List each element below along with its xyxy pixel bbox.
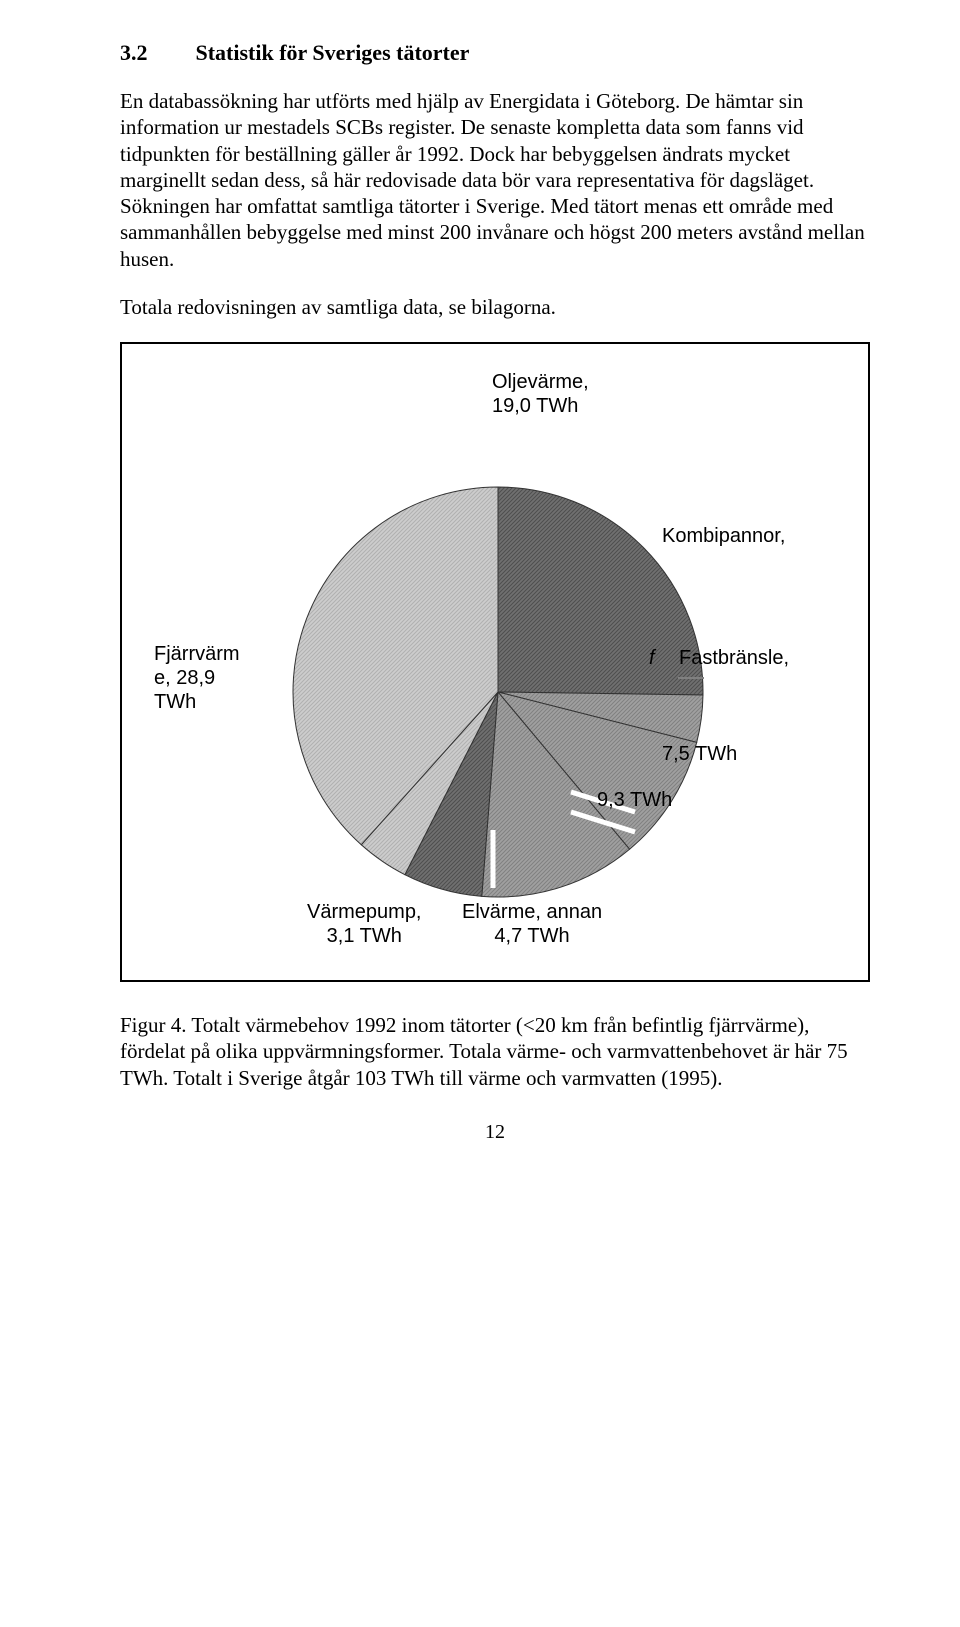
label-varmepump-line2: 3,1 TWh — [307, 924, 422, 948]
label-oljevarme-line2: 19,0 TWh — [492, 394, 589, 418]
label-oljevarme-line1: Oljevärme, — [492, 370, 589, 394]
section-heading: 3.2 Statistik för Sveriges tätorter — [120, 40, 870, 66]
label-fastbransle: Fastbränsle, — [679, 646, 789, 670]
label-fjarrvarme: Fjärrvärm e, 28,9 TWh — [154, 642, 240, 714]
label-elvarme-line1: Elvärme, annan — [462, 900, 602, 924]
label-varmepump: Värmepump, 3,1 TWh — [307, 900, 422, 948]
pie-chart-box: Oljevärme, 19,0 TWh Kombipannor, Fjärrvä… — [120, 342, 870, 982]
page: 3.2 Statistik för Sveriges tätorter En d… — [0, 0, 960, 1184]
pie-slices — [293, 487, 703, 897]
section-number: 3.2 — [120, 40, 190, 66]
label-elvarme-line2: 4,7 TWh — [462, 924, 602, 948]
figure-caption: Figur 4. Totalt värmebehov 1992 inom tät… — [120, 1012, 870, 1091]
label-7-5-twh: 7,5 TWh — [662, 742, 737, 766]
pie-chart-svg — [148, 372, 848, 972]
label-varmepump-line1: Värmepump, — [307, 900, 422, 924]
label-fastbransle-f: f — [649, 646, 655, 670]
label-fjarrvarme-line1: Fjärrvärm — [154, 642, 240, 666]
paragraph-1: En databassökning har utförts med hjälp … — [120, 88, 870, 272]
label-9-3-twh: 9,3 TWh — [597, 788, 672, 812]
label-kombipannor: Kombipannor, — [662, 524, 785, 548]
paragraph-2: Totala redovisningen av samtliga data, s… — [120, 294, 870, 320]
pie-slice — [498, 487, 703, 695]
label-fjarrvarme-line2: e, 28,9 — [154, 666, 240, 690]
label-elvarme: Elvärme, annan 4,7 TWh — [462, 900, 602, 948]
section-title: Statistik för Sveriges tätorter — [196, 40, 470, 65]
page-number: 12 — [120, 1121, 870, 1144]
label-oljevarme: Oljevärme, 19,0 TWh — [492, 370, 589, 418]
label-fjarrvarme-line3: TWh — [154, 690, 240, 714]
